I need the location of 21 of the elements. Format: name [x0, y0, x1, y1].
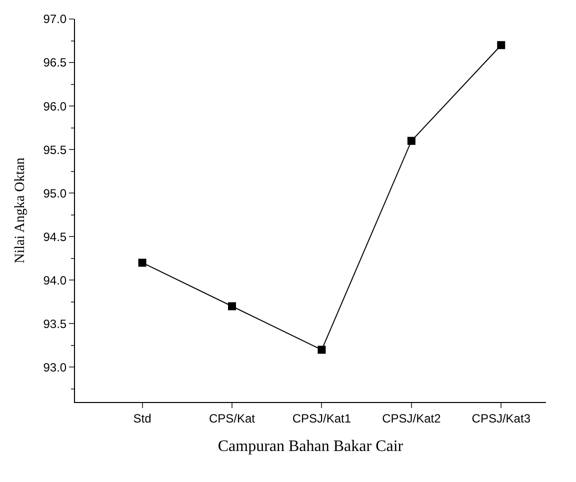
y-tick-label: 94.0: [43, 273, 67, 288]
x-tick-label: CPS/Kat: [208, 411, 256, 426]
point: [318, 346, 326, 354]
y-tick-label: 95.0: [43, 186, 67, 200]
point: [407, 136, 416, 145]
y-tick-label: 93.5: [43, 316, 67, 331]
x-tick-label: CPSJ/Kat3: [472, 411, 531, 426]
x-axis-title: Campuran Bahan Bakar Cair: [218, 438, 404, 456]
y-tick-label: 95.5: [43, 142, 67, 157]
point: [497, 41, 506, 50]
y-tick-label: 97.0: [43, 12, 67, 26]
x-tick-label: Std: [133, 411, 152, 426]
x-tick-label: CPSJ/Kat2: [382, 411, 442, 426]
y-tick-label: 96.5: [43, 56, 67, 70]
x-tick-label: CPSJ/Kat1: [292, 411, 352, 426]
y-axis-title: Nilai Angka Oktan: [12, 158, 28, 264]
y-tick-label: 93.0: [43, 360, 67, 374]
y-tick-label: 96.0: [43, 99, 67, 114]
y-tick-label: 94.5: [43, 230, 67, 244]
point: [138, 258, 146, 267]
point: [228, 302, 236, 310]
